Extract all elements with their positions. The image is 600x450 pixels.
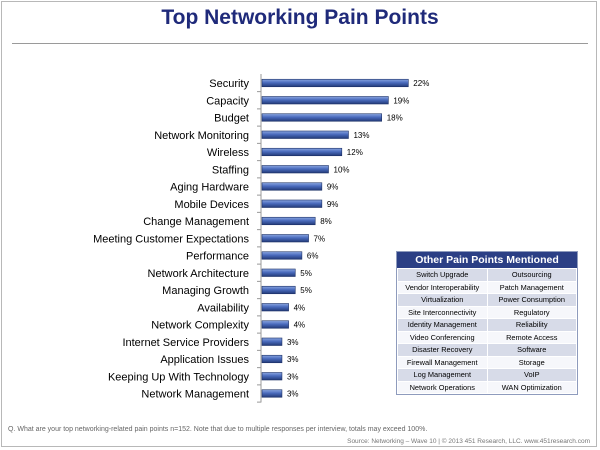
value-label: 10% — [334, 165, 350, 174]
other-pain-points-title: Other Pain Points Mentioned — [397, 252, 577, 268]
other-pain-point-item: Disaster Recovery — [398, 344, 487, 356]
category-label: Meeting Customer Expectations — [93, 233, 249, 245]
bar — [261, 285, 296, 295]
other-pain-point-item: Power Consumption — [487, 294, 576, 306]
other-pain-point-item: Remote Access — [487, 331, 576, 343]
category-label: Managing Growth — [162, 285, 249, 297]
value-label: 18% — [387, 114, 403, 123]
other-pain-point-item: Video Conferencing — [398, 331, 487, 343]
other-pain-points-grid: Switch Upgrade Outsourcing Vendor Interope… — [397, 268, 577, 394]
bar — [261, 251, 303, 260]
category-label: Security — [209, 78, 249, 90]
category-label: Keeping Up With Technology — [108, 371, 250, 383]
bar — [261, 165, 329, 174]
other-pain-point-item: Software — [487, 344, 576, 356]
category-label: Performance — [186, 251, 249, 263]
bar — [261, 389, 283, 398]
other-pain-point-item: Vendor Interoperability — [398, 281, 487, 293]
bar — [261, 372, 283, 381]
value-label: 9% — [327, 183, 339, 192]
bar — [261, 147, 343, 157]
other-pain-point-item: Network Operations — [398, 381, 487, 393]
bar — [261, 130, 349, 139]
bar — [261, 216, 316, 226]
category-label: Budget — [214, 113, 249, 125]
bar — [261, 303, 289, 312]
value-label: 3% — [287, 372, 299, 381]
other-pain-point-item: Outsourcing — [487, 269, 576, 281]
category-label: Aging Hardware — [170, 182, 249, 194]
other-pain-point-item: Log Management — [398, 369, 487, 381]
category-label: Availability — [197, 302, 249, 314]
value-label: 19% — [393, 96, 409, 105]
source-credit: Source: Networking – Wave 10 | © 2013 45… — [347, 438, 590, 445]
value-label: 9% — [327, 200, 339, 209]
title-divider — [12, 43, 588, 44]
bars-group: Security 22% Capacity 19% Budget 18% Network M… — [93, 74, 429, 403]
bar — [261, 113, 382, 122]
other-pain-point-item: Switch Upgrade — [398, 269, 487, 281]
other-pain-point-item: Regulatory — [487, 306, 576, 318]
other-pain-point-item: WAN Optimization — [487, 381, 576, 393]
other-pain-point-item: Identity Management — [398, 319, 487, 331]
value-label: 4% — [294, 321, 306, 330]
bar — [261, 182, 323, 191]
category-label: Capacity — [206, 95, 249, 107]
category-label: Network Monitoring — [154, 130, 249, 142]
other-pain-point-item: Patch Management — [487, 281, 576, 293]
value-label: 5% — [300, 269, 312, 278]
category-label: Change Management — [143, 216, 249, 228]
category-label: Staffing — [212, 164, 249, 176]
value-label: 12% — [347, 148, 363, 157]
value-label: 4% — [294, 303, 306, 312]
other-pain-point-item: VoIP — [487, 369, 576, 381]
category-label: Network Complexity — [151, 320, 249, 332]
value-label: 7% — [314, 234, 326, 243]
survey-footnote: Q. What are your top networking-related … — [8, 426, 428, 433]
bar — [261, 354, 283, 364]
other-pain-point-item: Site Interconnectivity — [398, 306, 487, 318]
value-label: 3% — [287, 338, 299, 347]
value-label: 5% — [300, 286, 312, 295]
bar — [261, 337, 283, 346]
bar — [261, 96, 389, 105]
bar — [261, 268, 296, 277]
other-pain-point-item: Reliability — [487, 319, 576, 331]
category-label: Application Issues — [160, 354, 249, 366]
value-label: 22% — [413, 79, 429, 88]
value-label: 13% — [353, 131, 369, 140]
category-label: Internet Service Providers — [122, 337, 249, 349]
other-pain-points-table: Other Pain Points Mentioned Switch Upgra… — [396, 251, 578, 395]
category-label: Mobile Devices — [174, 199, 249, 211]
value-label: 8% — [320, 217, 332, 226]
other-pain-point-item: Storage — [487, 356, 576, 368]
value-label: 3% — [287, 355, 299, 364]
category-label: Wireless — [207, 147, 250, 159]
category-label: Network Management — [141, 389, 249, 401]
category-label: Network Architecture — [148, 268, 249, 280]
chart-title: Top Networking Pain Points — [161, 6, 439, 29]
bar — [261, 199, 323, 208]
other-pain-point-item: Virtualization — [398, 294, 487, 306]
bar-chart: Security 22% Capacity 19% Budget 18% Network M… — [93, 74, 429, 403]
value-label: 6% — [307, 252, 319, 261]
bar — [261, 320, 289, 329]
value-label: 3% — [287, 390, 299, 399]
bar — [261, 234, 309, 243]
other-pain-point-item: Firewall Management — [398, 356, 487, 368]
bar — [261, 78, 409, 88]
